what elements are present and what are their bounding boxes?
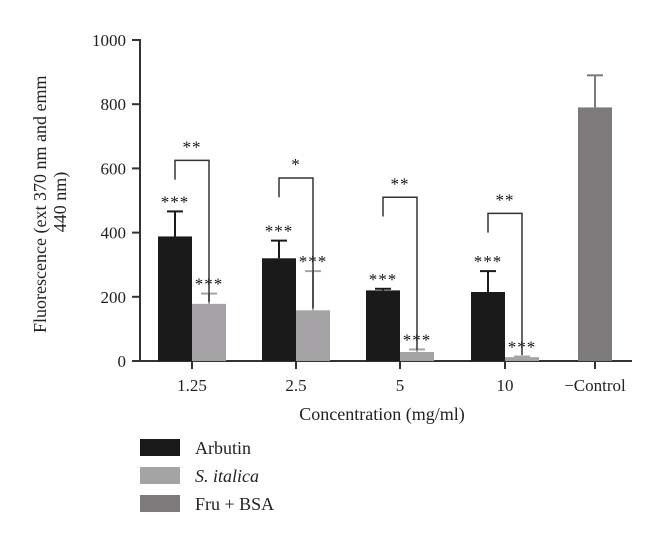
y-axis-label-line-1: Fluorescence (ext 370 nm and emm <box>30 76 51 333</box>
comparison-bracket <box>382 196 418 351</box>
legend-swatch <box>140 439 180 456</box>
bar <box>471 291 505 361</box>
comparison-bracket <box>174 159 210 302</box>
x-tick-label: −Control <box>564 376 626 395</box>
y-axis-label-line-2: 440 nm) <box>50 172 71 233</box>
y-tick-label: 800 <box>101 95 127 114</box>
x-tick-label: 2.5 <box>285 376 306 395</box>
legend-swatch <box>140 495 180 512</box>
comparison-label: ** <box>183 137 202 156</box>
x-axis-label: Concentration (mg/ml) <box>299 404 464 425</box>
y-tick-label: 1000 <box>92 31 126 50</box>
legend: Arbutin S. italica Fru + BSA <box>140 438 274 514</box>
y-axis-label: Fluorescence (ext 370 nm and emm 440 nm) <box>30 71 71 333</box>
legend-swatch <box>140 467 180 484</box>
legend-label: Fru + BSA <box>195 494 274 514</box>
bar <box>262 258 296 361</box>
significance-label: *** <box>161 192 190 211</box>
x-tick-label: 10 <box>497 376 514 395</box>
y-tick-label: 400 <box>101 224 127 243</box>
comparison-bracket <box>487 212 523 356</box>
significance-label: *** <box>369 270 398 289</box>
comparison-label: ** <box>391 174 410 193</box>
comparison-label: ** <box>496 190 515 209</box>
y-tick-label: 0 <box>118 352 127 371</box>
bar <box>192 303 226 361</box>
x-tick-label: 1.25 <box>177 376 207 395</box>
significance-label: *** <box>265 222 294 241</box>
bar <box>578 107 612 361</box>
comparison-bracket <box>278 177 314 309</box>
significance-label: *** <box>474 252 503 271</box>
bar <box>400 352 434 361</box>
bar <box>505 357 539 361</box>
x-tick-label: 5 <box>396 376 405 395</box>
y-tick-label: 200 <box>101 288 127 307</box>
legend-label: S. italica <box>195 466 259 486</box>
y-tick-label: 600 <box>101 159 127 178</box>
legend-label: Arbutin <box>195 438 251 458</box>
bar <box>366 290 400 361</box>
comparison-label: * <box>291 155 301 174</box>
bar <box>296 310 330 361</box>
bar <box>158 236 192 361</box>
